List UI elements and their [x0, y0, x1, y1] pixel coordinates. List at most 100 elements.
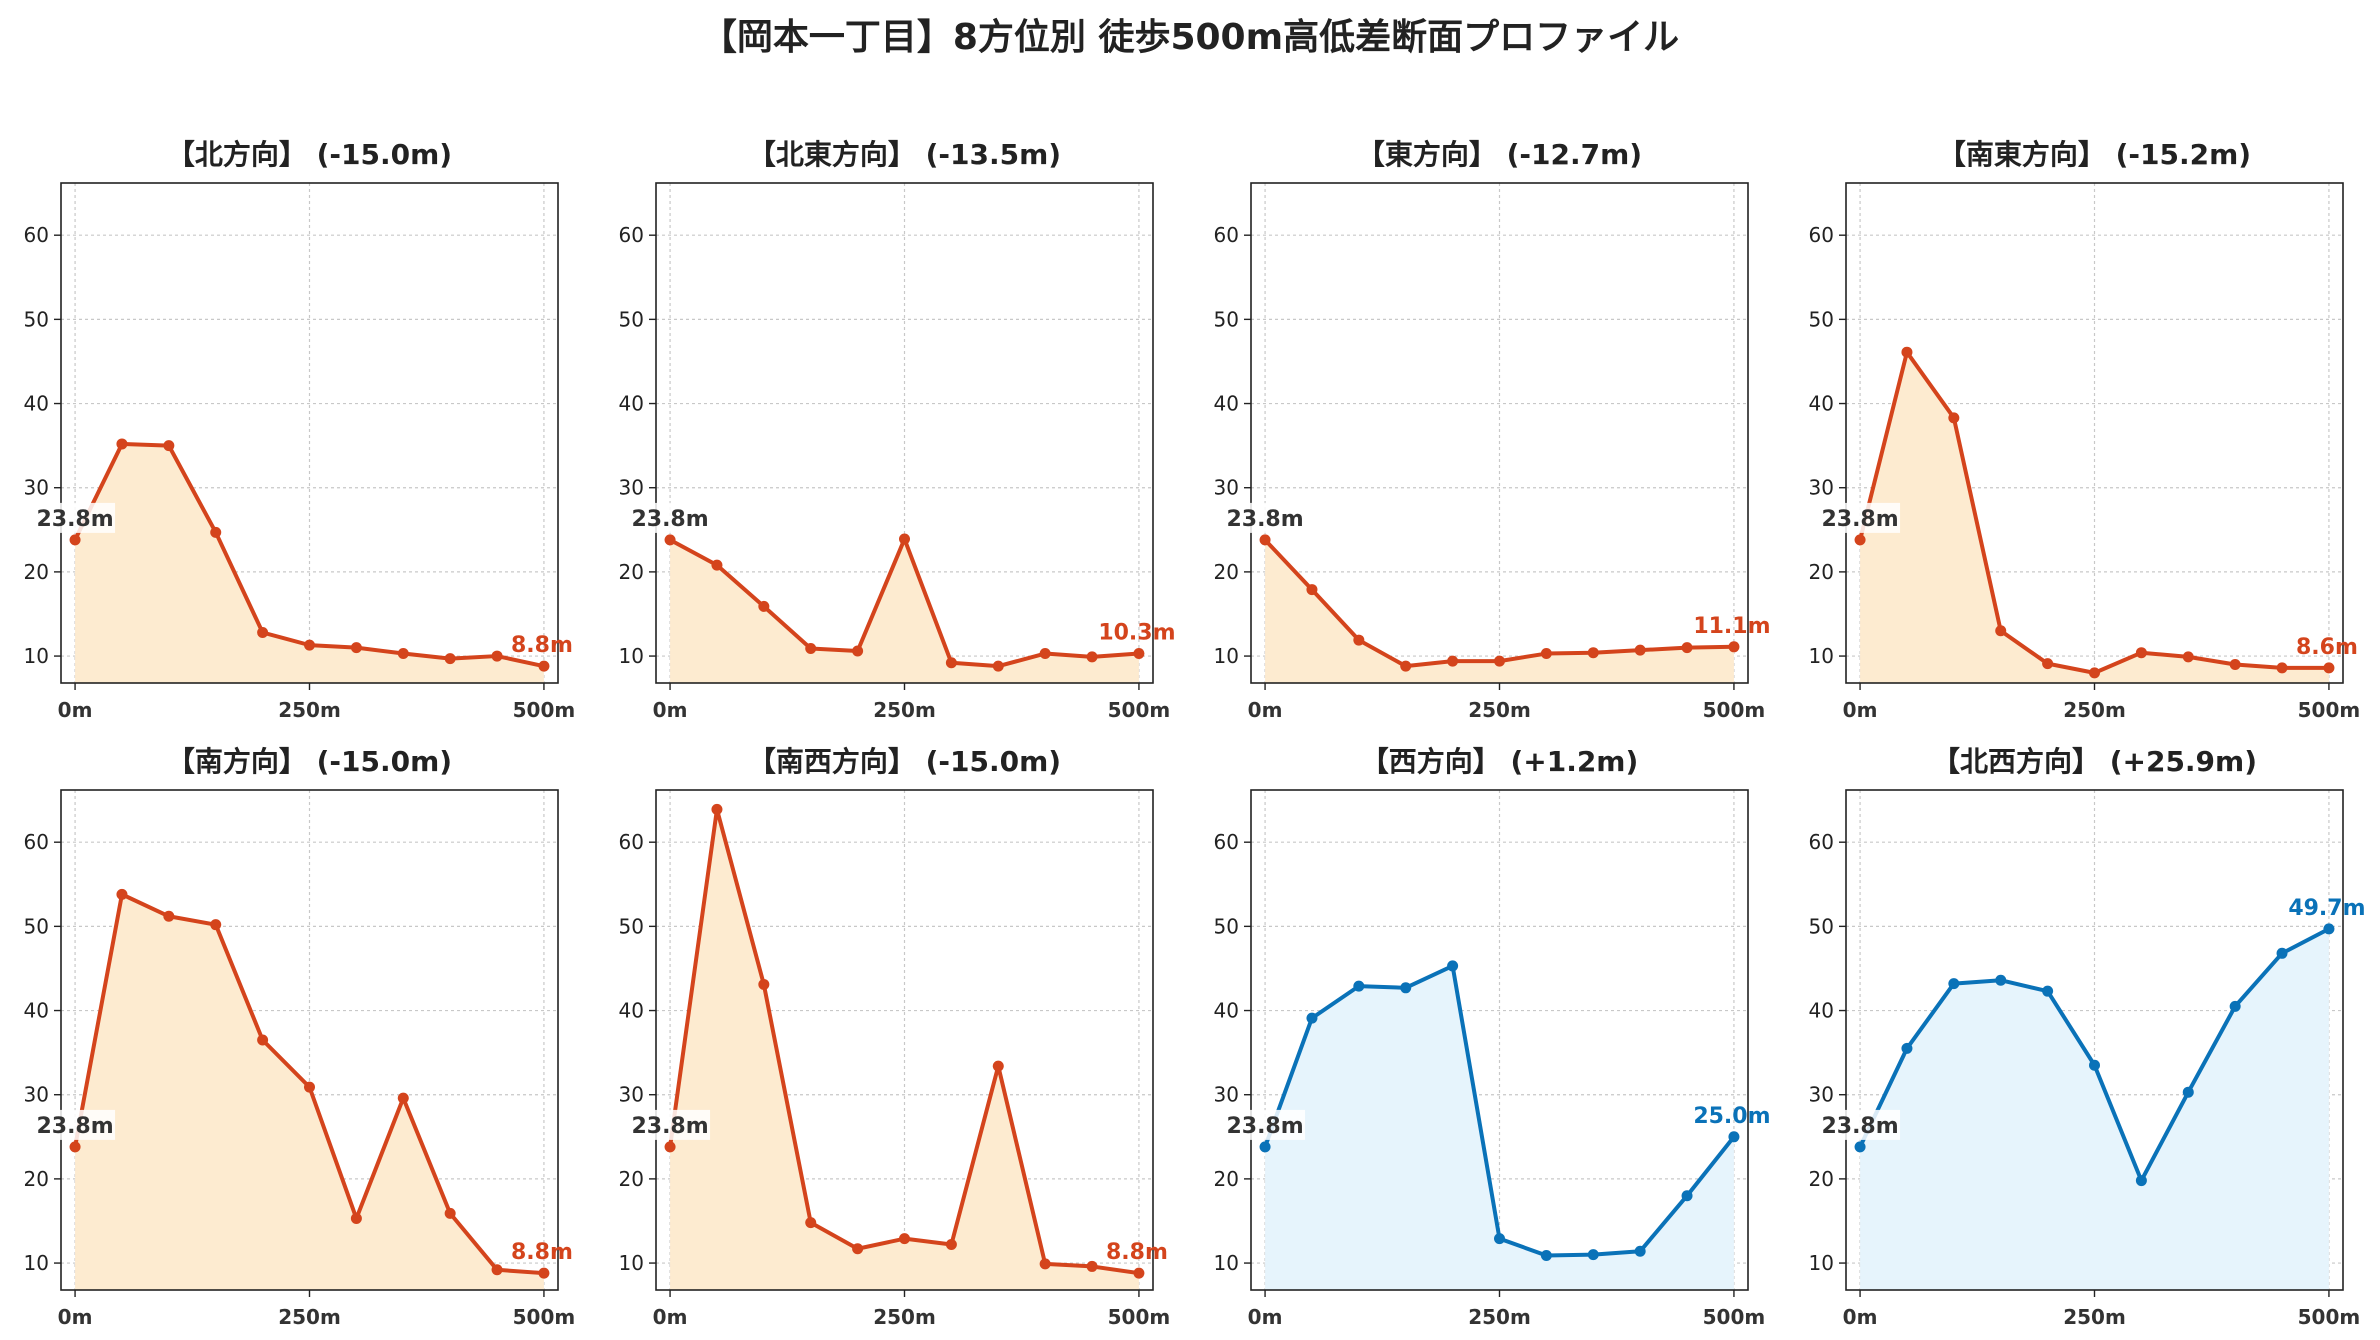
data-point — [852, 1243, 864, 1255]
y-tick-label: 20 — [1809, 560, 1834, 584]
y-tick-label: 50 — [24, 914, 49, 938]
data-point — [1728, 1131, 1740, 1143]
data-point — [1948, 412, 1960, 424]
data-point — [1086, 1260, 1098, 1272]
x-tick-label: 0m — [1843, 1305, 1878, 1329]
data-point — [1728, 641, 1740, 653]
data-point — [350, 1212, 362, 1224]
y-tick-label: 20 — [619, 1167, 644, 1191]
start-label: 23.8m — [36, 507, 113, 532]
y-tick-label: 50 — [1809, 307, 1834, 331]
y-tick-label: 10 — [619, 1251, 644, 1275]
data-point — [1901, 346, 1913, 358]
y-tick-label: 10 — [1809, 1251, 1834, 1275]
x-tick-label: 0m — [58, 698, 93, 722]
x-tick-label: 500m — [1108, 1305, 1171, 1329]
end-label: 11.1m — [1693, 614, 1770, 639]
y-tick-label: 40 — [619, 392, 644, 416]
data-point — [304, 1081, 315, 1093]
data-point — [2276, 947, 2288, 959]
start-label-bg — [35, 1109, 116, 1140]
start-label-bg — [1820, 1109, 1901, 1140]
subplot-6: 10 20 30 40 50 60 0m 250m 500m 【南西方向】 (-15.0m) 23.… — [619, 745, 1171, 1329]
data-point — [1039, 648, 1051, 660]
data-point — [491, 1264, 503, 1276]
data-point — [852, 645, 864, 657]
y-tick-label: 30 — [1214, 1083, 1239, 1107]
x-tick-label: 250m — [2063, 1305, 2126, 1329]
data-point — [257, 626, 269, 638]
y-tick-label: 30 — [24, 1083, 49, 1107]
data-point — [945, 1239, 957, 1251]
start-label-bg — [1225, 502, 1306, 533]
y-tick-label: 20 — [619, 560, 644, 584]
data-point — [1086, 651, 1098, 663]
x-tick-label: 0m — [58, 1305, 93, 1329]
data-point — [1133, 1267, 1145, 1279]
y-tick-label: 10 — [1214, 1251, 1239, 1275]
data-point — [758, 600, 770, 612]
x-tick-label: 250m — [873, 1305, 936, 1329]
data-point — [210, 919, 222, 931]
start-label: 23.8m — [1226, 1114, 1303, 1139]
end-label: 25.0m — [1693, 1104, 1770, 1129]
x-tick-label: 250m — [278, 698, 341, 722]
y-tick-label: 60 — [1214, 830, 1239, 854]
x-tick-label: 500m — [513, 698, 576, 722]
subplot-1: 10 20 30 40 50 60 0m 250m 500m 【北方向】 (-15.0m) 23.8… — [24, 138, 576, 722]
data-point — [444, 1207, 456, 1219]
y-tick-label: 20 — [24, 1167, 49, 1191]
start-label: 23.8m — [1821, 1114, 1898, 1139]
data-point — [1854, 534, 1866, 546]
data-point — [1039, 1258, 1051, 1270]
y-tick-label: 40 — [619, 999, 644, 1023]
data-point — [2089, 1059, 2100, 1071]
start-label-bg — [630, 502, 711, 533]
y-tick-label: 50 — [1214, 307, 1239, 331]
subplot-7: 10 20 30 40 50 60 0m 250m 500m 【西方向】 (+1.2m) 23.8m… — [1214, 745, 1771, 1329]
data-point — [992, 660, 1004, 672]
data-point — [69, 1141, 81, 1153]
data-point — [444, 653, 456, 665]
y-tick-label: 30 — [1809, 1083, 1834, 1107]
x-tick-label: 250m — [1468, 698, 1531, 722]
y-tick-label: 10 — [24, 644, 49, 668]
data-point — [1306, 584, 1318, 596]
y-tick-label: 50 — [1809, 914, 1834, 938]
subplot-title: 【西方向】 (+1.2m) — [1361, 745, 1639, 778]
start-label-bg — [630, 1109, 711, 1140]
start-label: 23.8m — [631, 1114, 708, 1139]
y-tick-label: 10 — [24, 1251, 49, 1275]
data-point — [899, 533, 910, 545]
y-tick-label: 60 — [24, 223, 49, 247]
x-tick-label: 500m — [1703, 1305, 1766, 1329]
x-tick-label: 500m — [1108, 698, 1171, 722]
data-point — [1587, 647, 1599, 659]
subplot-8: 10 20 30 40 50 60 0m 250m 500m 【北西方向】 (+25.9m) 23.… — [1809, 745, 2366, 1329]
area-fill — [1860, 928, 2329, 1290]
data-point — [397, 648, 409, 660]
y-tick-label: 20 — [24, 560, 49, 584]
data-point — [2042, 985, 2054, 997]
x-tick-label: 250m — [278, 1305, 341, 1329]
x-tick-label: 500m — [513, 1305, 576, 1329]
data-point — [2182, 651, 2194, 663]
data-point — [805, 1217, 817, 1229]
subplot-title: 【東方向】 (-12.7m) — [1357, 138, 1642, 171]
subplot-title: 【北東方向】 (-13.5m) — [748, 138, 1061, 171]
data-point — [350, 642, 362, 654]
x-tick-label: 250m — [2063, 698, 2126, 722]
data-point — [664, 534, 676, 546]
end-label: 8.8m — [511, 1240, 573, 1265]
y-tick-label: 60 — [619, 830, 644, 854]
data-point — [1400, 660, 1412, 672]
data-point — [116, 438, 128, 450]
data-point — [2182, 1086, 2194, 1098]
data-point — [304, 639, 315, 651]
y-tick-label: 50 — [1214, 914, 1239, 938]
data-point — [1306, 1012, 1318, 1024]
y-tick-label: 40 — [24, 392, 49, 416]
data-point — [1634, 644, 1646, 656]
data-point — [899, 1233, 910, 1245]
start-label-bg — [1225, 1109, 1306, 1140]
